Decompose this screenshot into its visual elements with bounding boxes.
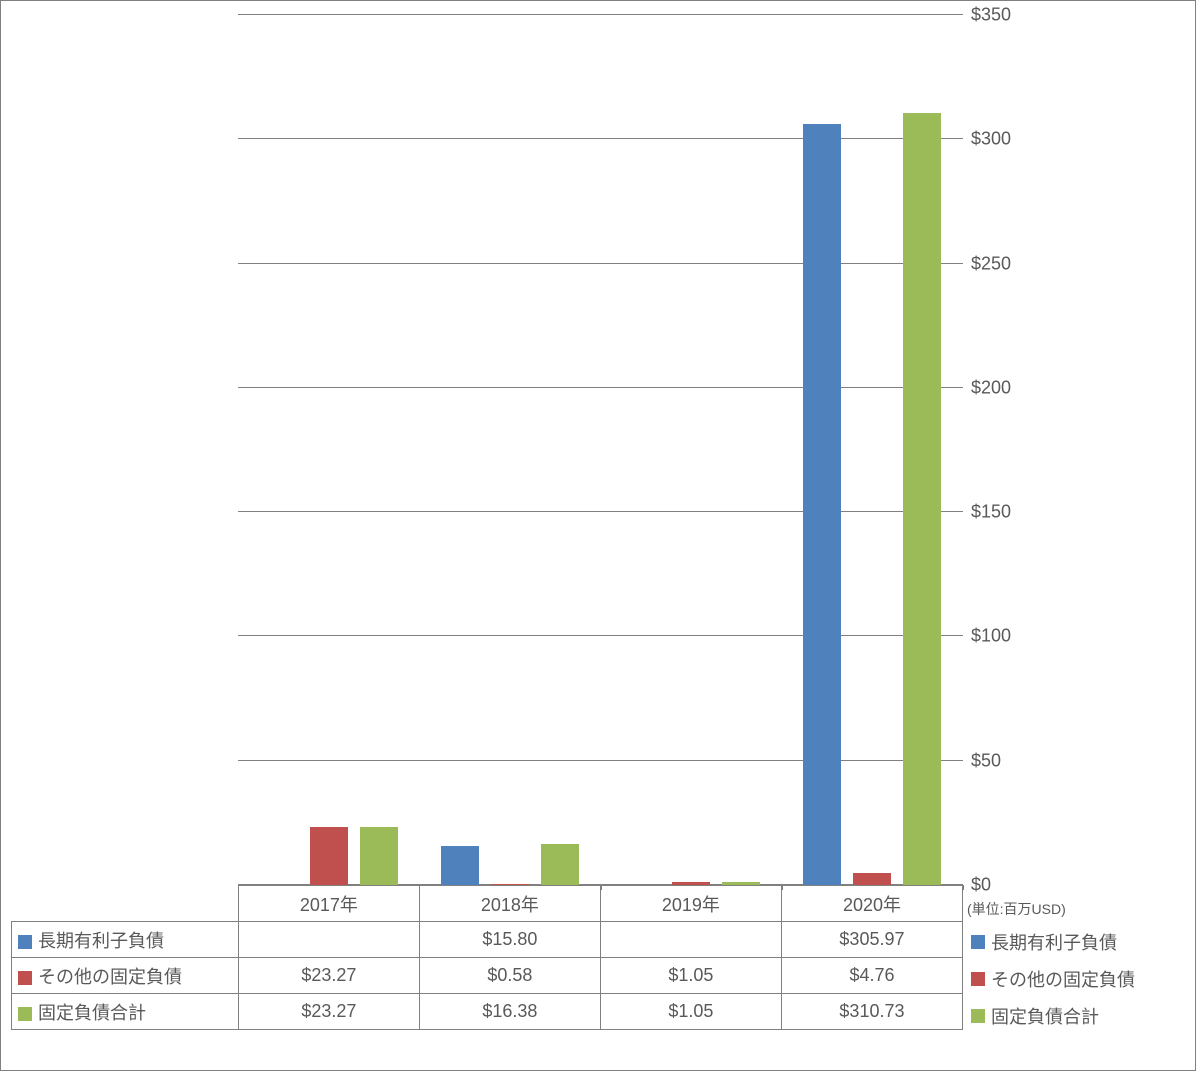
y-axis-tick-label: $250 [971, 253, 1011, 274]
unit-label: (単位:百万USD) [967, 899, 1066, 919]
table-cell: $15.80 [419, 922, 600, 958]
table-series-label: その他の固定負債 [38, 967, 182, 987]
chart-container: $0 $50 $100 $150 $200 $250 $300 $350 (単位:百万USD)… [0, 0, 1196, 1071]
table-corner-cell [12, 886, 239, 922]
table-series-label: 長期有利子負債 [38, 931, 164, 951]
bar [441, 846, 479, 885]
y-axis-tick-label: $0 [971, 875, 991, 896]
y-axis-tick-label: $150 [971, 502, 1011, 523]
bar [310, 827, 348, 885]
legend-item: その他の固定負債 [971, 960, 1135, 997]
table-series-header: 長期有利子負債 [12, 922, 239, 958]
y-axis-tick-label: $300 [971, 129, 1011, 150]
legend-label: 長期有利子負債 [991, 929, 1117, 955]
x-axis-tick [963, 885, 964, 890]
table-cell: $16.38 [419, 994, 600, 1030]
table-cell: $1.05 [600, 994, 781, 1030]
y-axis-labels: $0$50$100$150$200$250$300$350 [971, 15, 1041, 885]
table-cell [600, 922, 781, 958]
legend-swatch [18, 971, 32, 985]
legend-swatch [971, 1009, 985, 1023]
legend-swatch [971, 972, 985, 986]
table-category-header: 2018年 [419, 886, 600, 922]
y-axis-tick-label: $100 [971, 626, 1011, 647]
bar [853, 873, 891, 885]
bar [803, 124, 841, 885]
table-cell: $0.58 [419, 958, 600, 994]
legend-swatch [971, 935, 985, 949]
bar-group [419, 15, 600, 885]
legend-item: 長期有利子負債 [971, 923, 1135, 960]
bar [541, 844, 579, 885]
table-cell: $310.73 [781, 994, 962, 1030]
table-series-header: その他の固定負債 [12, 958, 239, 994]
y-axis-tick-label: $200 [971, 377, 1011, 398]
bar-group [782, 15, 963, 885]
legend-swatch [18, 935, 32, 949]
table-cell: $23.27 [238, 994, 419, 1030]
plot-area [238, 15, 963, 885]
table-series-header: 固定負債合計 [12, 994, 239, 1030]
legend-label: 固定負債合計 [991, 1003, 1099, 1029]
legend-swatch [18, 1007, 32, 1021]
table-cell [238, 922, 419, 958]
table-cell: $23.27 [238, 958, 419, 994]
table-category-header: 2020年 [781, 886, 962, 922]
table-category-header: 2019年 [600, 886, 781, 922]
y-axis-tick-label: $50 [971, 750, 1001, 771]
legend-item: 固定負債合計 [971, 997, 1135, 1034]
bar-group [238, 15, 419, 885]
table-cell: $4.76 [781, 958, 962, 994]
table-category-header: 2017年 [238, 886, 419, 922]
bar-group [601, 15, 782, 885]
table-cell: $305.97 [781, 922, 962, 958]
y-axis-tick-label: $350 [971, 5, 1011, 26]
table-cell: $1.05 [600, 958, 781, 994]
bar [903, 113, 941, 885]
bar [360, 827, 398, 885]
data-table: 2017年2018年2019年2020年長期有利子負債 $15.80 $305.97… [11, 885, 963, 1030]
side-legend: 長期有利子負債その他の固定負債固定負債合計 [971, 923, 1135, 1034]
table-series-label: 固定負債合計 [38, 1003, 146, 1023]
legend-label: その他の固定負債 [991, 966, 1135, 992]
